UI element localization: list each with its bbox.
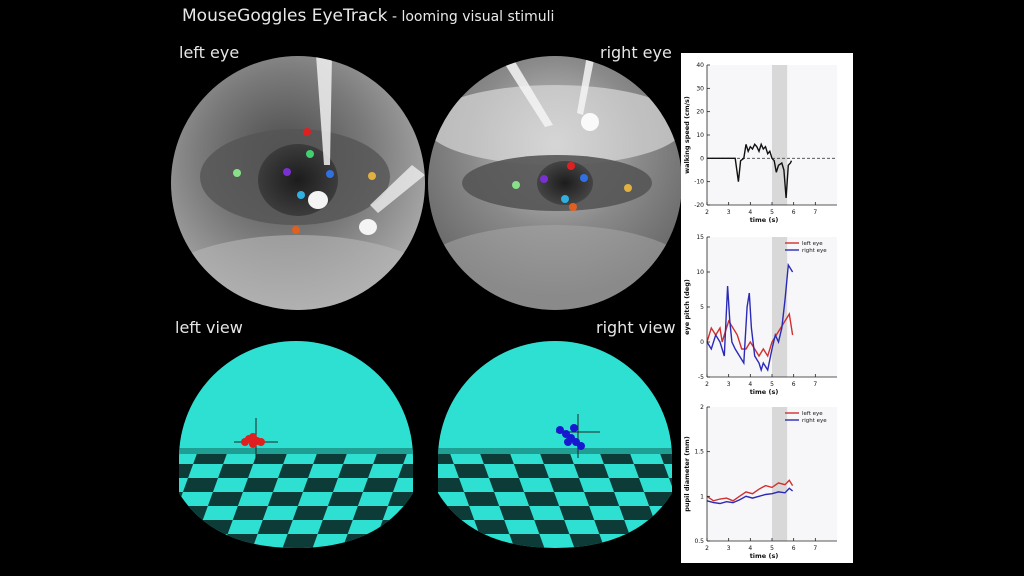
y-axis-label: pupil diameter (mm): [683, 436, 691, 512]
y-tick-label: 10: [696, 269, 704, 276]
series-line-0: [706, 312, 794, 358]
title-main: MouseGoggles EyeTrack: [182, 6, 388, 26]
right-eye-markers: [512, 162, 632, 211]
y-tick-label: 2: [700, 404, 704, 411]
x-tick-label: 7: [813, 545, 817, 552]
legend-label: left eye: [802, 411, 823, 417]
y-tick-label: 0: [700, 155, 704, 162]
x-tick-label: 2: [705, 209, 709, 216]
stimulus-period-shade: [772, 407, 788, 541]
y-tick-label: 30: [696, 85, 704, 92]
label-right-view: right view: [596, 318, 676, 337]
y-tick-label: 0: [700, 339, 704, 346]
series-line-0: [707, 142, 793, 199]
marker-red: [567, 162, 575, 170]
right-eye-camera: [428, 56, 682, 310]
marker-orange: [368, 172, 376, 180]
marker-purple: [283, 168, 291, 176]
charts-panel: 2 3 4 5 6 7 40 30 20 10 0 -10 -20 time (s) walking spe…: [681, 53, 853, 563]
marker-orange: [624, 184, 632, 192]
title-subtitle: - looming visual stimuli: [387, 9, 555, 25]
y-tick-label: 10: [696, 132, 704, 139]
y-tick-label: -5: [698, 374, 704, 381]
pupil-diameter-chart: 2 3 4 5 6 7 2 1.5 1 0.5 time (s) pupil diameter (mm…: [683, 404, 837, 560]
marker-blue: [580, 174, 588, 182]
y-tick-label: 15: [696, 234, 704, 241]
y-tick-label: 0.5: [694, 538, 704, 545]
series-line-0: [706, 479, 794, 502]
marker-green: [233, 169, 241, 177]
walking-speed-chart: 2 3 4 5 6 7 40 30 20 10 0 -10 -20 time (s) walking spe…: [683, 62, 837, 224]
label-right-eye: right eye: [600, 43, 672, 62]
marker-cyan: [297, 191, 305, 199]
x-tick-label: 7: [813, 209, 817, 216]
left-view-scene: [179, 341, 413, 548]
marker-orange-red: [292, 226, 300, 234]
x-tick-label: 4: [748, 381, 752, 388]
y-tick-label: 1: [700, 493, 704, 500]
x-tick-label: 2: [705, 545, 709, 552]
page-title: MouseGoggles EyeTrack - looming visual s…: [182, 6, 554, 26]
x-tick-label: 3: [727, 545, 731, 552]
marker-green: [512, 181, 520, 189]
marker-cyan: [561, 195, 569, 203]
left-gaze-cursor: [234, 418, 278, 462]
y-tick-label: -10: [694, 179, 704, 186]
stimulus-period-shade: [772, 237, 788, 377]
marker-orange-red: [569, 203, 577, 211]
legend-label: right eye: [802, 248, 827, 254]
x-tick-label: 7: [813, 381, 817, 388]
right-view-scene: [438, 341, 672, 548]
label-left-eye: left eye: [179, 43, 240, 62]
x-tick-label: 4: [748, 545, 752, 552]
y-tick-label: 5: [700, 304, 704, 311]
legend-label: left eye: [802, 241, 823, 247]
y-tick-label: 20: [696, 109, 704, 116]
x-tick-label: 5: [770, 545, 774, 552]
x-axis-label: time (s): [750, 388, 779, 396]
x-tick-label: 3: [727, 381, 731, 388]
marker-red: [303, 128, 311, 136]
x-axis-label: time (s): [750, 552, 779, 560]
x-tick-label: 6: [792, 545, 796, 552]
x-axis-label: time (s): [750, 216, 779, 224]
label-left-view: left view: [175, 318, 243, 337]
x-tick-label: 5: [770, 209, 774, 216]
y-tick-label: 40: [696, 62, 704, 69]
left-eye-camera: [171, 56, 425, 310]
x-tick-label: 3: [727, 209, 731, 216]
eye-pitch-chart: 2 3 4 5 6 7 15 10 5 0 -5 time (s) eye pitch (deg) lef…: [683, 234, 837, 396]
x-tick-label: 6: [792, 381, 796, 388]
x-tick-label: 2: [705, 381, 709, 388]
right-gaze-cursor: [556, 414, 600, 458]
x-tick-label: 5: [770, 381, 774, 388]
y-axis-label: eye pitch (deg): [683, 279, 691, 335]
x-tick-label: 6: [792, 209, 796, 216]
left-eye-markers: [233, 128, 376, 234]
series-line-1: [706, 262, 794, 373]
y-tick-label: 1.5: [694, 449, 704, 456]
x-tick-label: 4: [748, 209, 752, 216]
series-line-1: [706, 487, 794, 505]
y-tick-label: -20: [694, 202, 704, 209]
marker-blue: [326, 170, 334, 178]
marker-teal: [306, 150, 314, 158]
legend-label: right eye: [802, 418, 827, 424]
y-axis-label: walking speed (cm/s): [683, 96, 691, 174]
marker-purple: [540, 175, 548, 183]
